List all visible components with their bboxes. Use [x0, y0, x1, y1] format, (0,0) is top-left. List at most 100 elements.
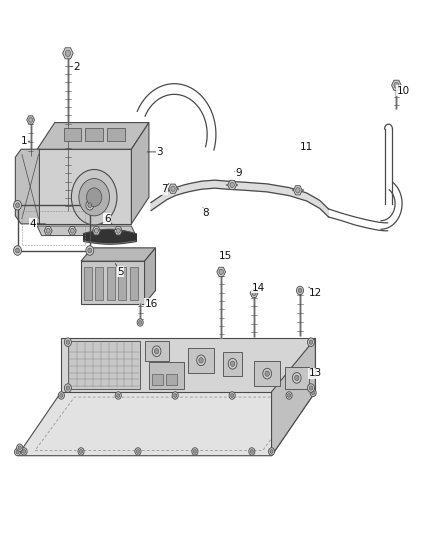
Bar: [223, 352, 242, 376]
Circle shape: [228, 358, 237, 369]
Text: 7: 7: [161, 184, 168, 194]
Bar: [285, 367, 309, 389]
Circle shape: [230, 361, 235, 367]
Circle shape: [115, 392, 121, 399]
Polygon shape: [63, 48, 73, 59]
Text: 5: 5: [117, 267, 124, 277]
Circle shape: [117, 393, 120, 398]
Circle shape: [294, 375, 299, 381]
Circle shape: [219, 269, 223, 274]
Circle shape: [293, 373, 301, 383]
Circle shape: [64, 384, 71, 392]
Circle shape: [94, 229, 98, 233]
Circle shape: [249, 448, 255, 455]
Bar: [118, 266, 126, 300]
Circle shape: [60, 393, 63, 398]
Circle shape: [78, 448, 84, 455]
Polygon shape: [37, 149, 131, 224]
Circle shape: [311, 391, 314, 394]
Text: 12: 12: [309, 288, 322, 298]
Circle shape: [286, 392, 292, 399]
Circle shape: [231, 393, 234, 398]
Circle shape: [23, 450, 25, 453]
Circle shape: [86, 246, 94, 255]
Circle shape: [230, 182, 234, 188]
Circle shape: [14, 200, 21, 210]
Circle shape: [194, 450, 196, 453]
Circle shape: [173, 393, 177, 398]
Circle shape: [17, 444, 23, 451]
Bar: [107, 266, 115, 300]
Polygon shape: [81, 248, 155, 261]
Circle shape: [80, 450, 82, 453]
Polygon shape: [37, 226, 136, 236]
Polygon shape: [250, 289, 258, 297]
Bar: [166, 374, 177, 385]
Text: 4: 4: [29, 219, 36, 229]
Circle shape: [310, 389, 316, 397]
Bar: [188, 348, 214, 373]
Circle shape: [172, 392, 178, 399]
Polygon shape: [169, 184, 177, 193]
Circle shape: [309, 386, 313, 390]
Circle shape: [268, 448, 275, 455]
Bar: [84, 266, 92, 300]
Text: 14: 14: [252, 283, 265, 293]
Bar: [64, 128, 81, 141]
Circle shape: [14, 246, 21, 255]
Circle shape: [265, 371, 269, 376]
Bar: [95, 266, 103, 300]
Polygon shape: [44, 227, 52, 235]
Polygon shape: [145, 248, 155, 304]
Polygon shape: [114, 227, 122, 235]
Circle shape: [65, 50, 71, 56]
Text: 6: 6: [104, 214, 111, 223]
Polygon shape: [217, 267, 226, 277]
Text: 1: 1: [21, 136, 28, 146]
Circle shape: [16, 450, 19, 454]
Circle shape: [64, 338, 71, 346]
Circle shape: [297, 286, 304, 295]
Polygon shape: [18, 392, 315, 456]
Circle shape: [135, 448, 141, 455]
Circle shape: [296, 188, 300, 193]
Bar: [152, 374, 163, 385]
Polygon shape: [293, 185, 302, 195]
Polygon shape: [151, 180, 328, 217]
Text: 3: 3: [156, 147, 163, 157]
Bar: [130, 266, 138, 300]
Circle shape: [192, 448, 198, 455]
Circle shape: [70, 229, 74, 233]
Circle shape: [86, 188, 102, 206]
Polygon shape: [15, 149, 39, 224]
Bar: [145, 341, 169, 361]
Polygon shape: [131, 123, 149, 224]
Circle shape: [394, 83, 399, 88]
Text: 9: 9: [235, 168, 242, 178]
Text: 11: 11: [300, 142, 313, 151]
Circle shape: [18, 446, 21, 450]
Circle shape: [88, 203, 92, 207]
Circle shape: [171, 186, 175, 191]
Circle shape: [307, 338, 314, 346]
Circle shape: [86, 200, 94, 210]
Bar: [254, 361, 280, 386]
Circle shape: [229, 392, 235, 399]
Polygon shape: [392, 80, 401, 91]
Polygon shape: [228, 180, 237, 190]
Circle shape: [138, 321, 141, 324]
Polygon shape: [68, 341, 140, 389]
Text: 10: 10: [396, 86, 410, 95]
Polygon shape: [37, 123, 149, 149]
Circle shape: [66, 386, 70, 390]
Circle shape: [79, 179, 110, 216]
Circle shape: [29, 118, 32, 123]
Circle shape: [16, 203, 19, 207]
Circle shape: [154, 349, 159, 354]
Circle shape: [46, 229, 50, 233]
Circle shape: [66, 340, 70, 344]
Polygon shape: [272, 338, 315, 456]
Text: 15: 15: [219, 251, 232, 261]
Text: 2: 2: [73, 62, 80, 71]
Circle shape: [14, 448, 21, 456]
